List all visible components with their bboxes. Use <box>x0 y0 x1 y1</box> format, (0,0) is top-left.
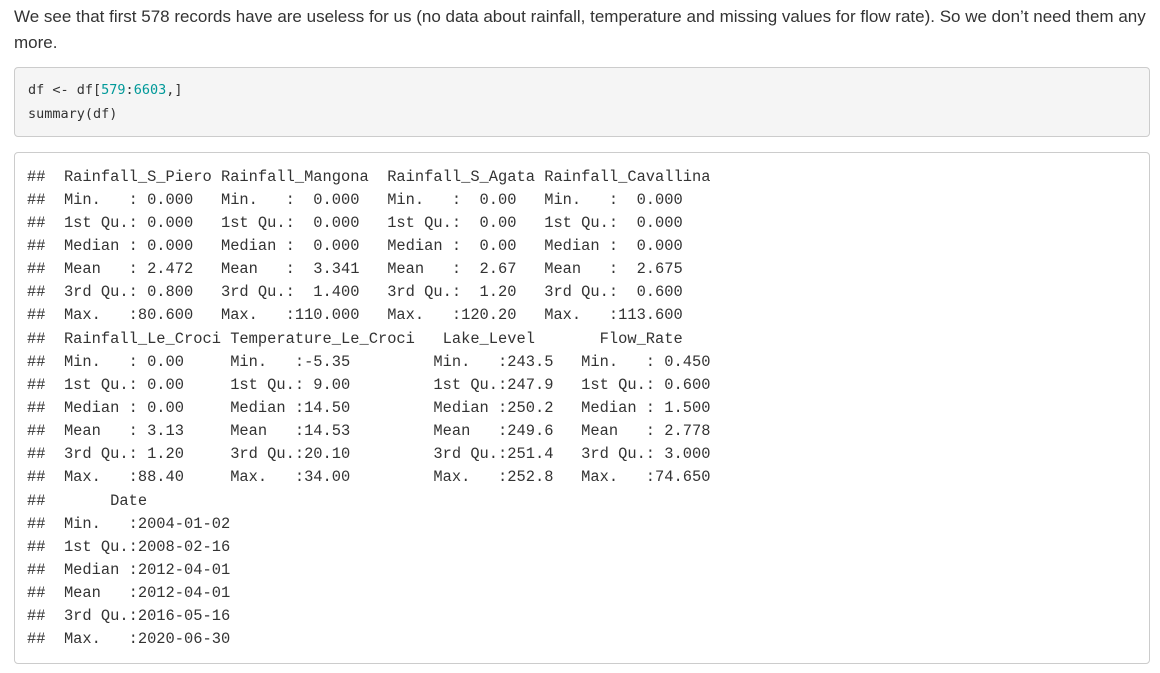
output-line: ## Max. :88.40 Max. :34.00 Max. :252.8 M… <box>27 468 729 486</box>
code-text: ,] <box>166 82 183 98</box>
source-code-block: df <- df[579:6603,] summary(df) <box>14 67 1150 137</box>
code-number: 6603 <box>133 82 167 98</box>
output-line: ## 3rd Qu.: 0.800 3rd Qu.: 1.400 3rd Qu.… <box>27 283 702 301</box>
intro-paragraph: We see that first 578 records have are u… <box>14 7 1146 52</box>
output-line: ## 3rd Qu.:2016-05-16 <box>27 607 249 625</box>
output-line: ## Median : 0.000 Median : 0.000 Median … <box>27 237 702 255</box>
code-text: : <box>125 82 134 98</box>
output-block: ## Rainfall_S_Piero Rainfall_Mangona Rai… <box>14 152 1150 664</box>
output-line: ## Max. :2020-06-30 <box>27 630 249 648</box>
code-number: 579 <box>101 82 126 98</box>
output-line: ## 1st Qu.:2008-02-16 <box>27 538 249 556</box>
output-line: ## Median :2012-04-01 <box>27 561 249 579</box>
output-line: ## 3rd Qu.: 1.20 3rd Qu.:20.10 3rd Qu.:2… <box>27 445 729 463</box>
output-line: ## Mean :2012-04-01 <box>27 584 249 602</box>
output-line: ## Mean : 2.472 Mean : 3.341 Mean : 2.67… <box>27 260 702 278</box>
code-line-subset: df <- df[579:6603,] <box>28 82 182 98</box>
output-line: ## Max. :80.600 Max. :110.000 Max. :120.… <box>27 306 702 324</box>
output-line: ## 1st Qu.: 0.000 1st Qu.: 0.000 1st Qu.… <box>27 214 702 232</box>
output-line: ## Min. : 0.000 Min. : 0.000 Min. : 0.00… <box>27 191 702 209</box>
output-line: ## Mean : 3.13 Mean :14.53 Mean :249.6 M… <box>27 422 729 440</box>
output-line: ## Date <box>27 492 249 510</box>
output-line: ## 1st Qu.: 0.00 1st Qu.: 9.00 1st Qu.:2… <box>27 376 729 394</box>
code-text: df <- df[ <box>28 82 102 98</box>
output-line: ## Min. : 0.00 Min. :-5.35 Min. :243.5 M… <box>27 353 729 371</box>
output-line: ## Rainfall_Le_Croci Temperature_Le_Croc… <box>27 330 729 348</box>
output-line: ## Rainfall_S_Piero Rainfall_Mangona Rai… <box>27 168 711 186</box>
output-line: ## Median : 0.00 Median :14.50 Median :2… <box>27 399 729 417</box>
code-line-summary: summary(df) <box>28 106 118 122</box>
output-line: ## Min. :2004-01-02 <box>27 515 249 533</box>
